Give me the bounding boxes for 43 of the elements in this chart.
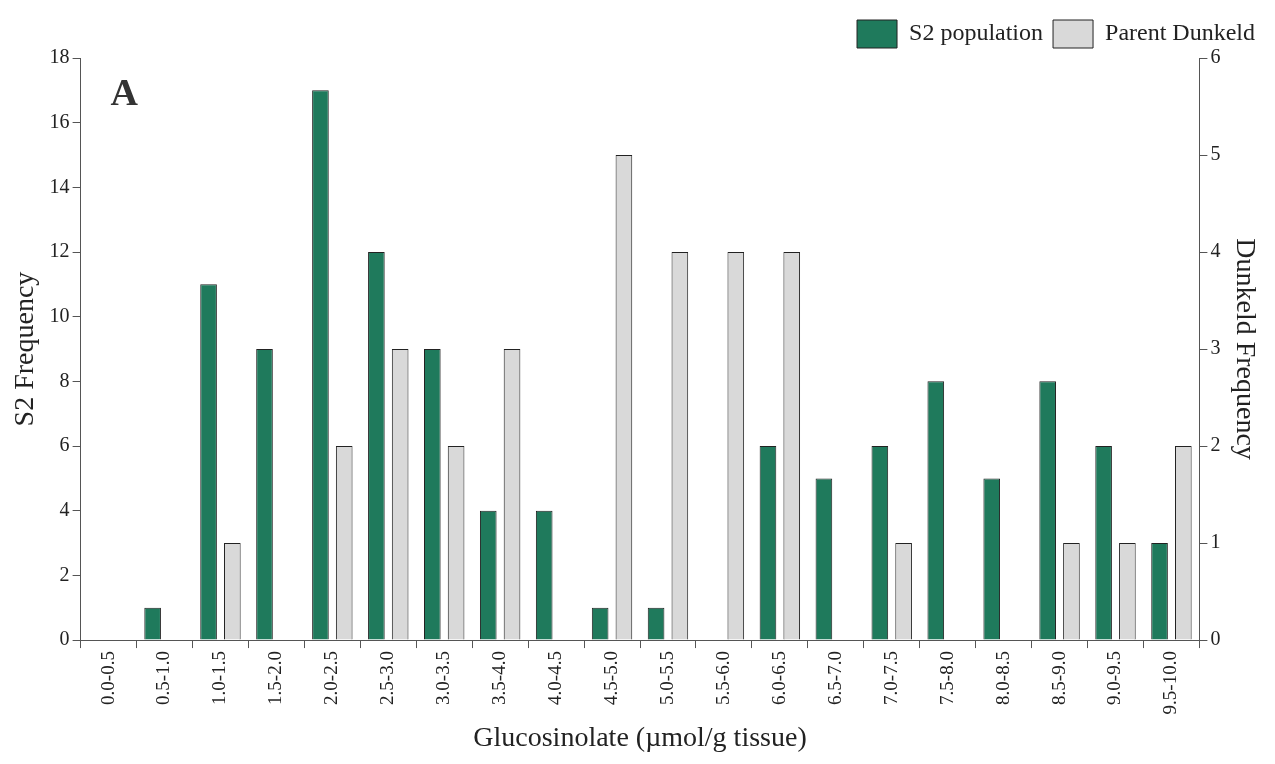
y2-axis-title: Dunkeld Frequency — [1230, 238, 1262, 460]
x-tick-label: 3.5-4.0 — [488, 651, 510, 705]
legend-label: S2 population — [909, 19, 1044, 46]
y2-tick-label: 0 — [1210, 627, 1221, 650]
x-tick-label: 6.5-7.0 — [823, 651, 845, 705]
y2-tick-label: 2 — [1210, 433, 1221, 456]
y-tick-label: 2 — [59, 562, 70, 585]
y-axis-title: S2 Frequency — [8, 271, 40, 427]
y-tick-label: 8 — [59, 368, 70, 391]
y-tick-label: 14 — [49, 174, 70, 197]
x-tick-label: 5.0-5.5 — [655, 651, 677, 705]
y2-tick-label: 1 — [1210, 530, 1221, 553]
y-tick-label: 18 — [49, 45, 70, 68]
x-tick-label: 0.5-1.0 — [152, 651, 174, 705]
legend-label: Parent Dunkeld — [1105, 19, 1255, 46]
x-tick-label: 9.5-10.0 — [1159, 651, 1181, 715]
y-tick-label: 12 — [49, 239, 70, 262]
y-tick-label: 0 — [59, 627, 70, 650]
x-tick-label: 4.5-5.0 — [600, 651, 622, 705]
y2-tick-label: 3 — [1210, 336, 1221, 359]
x-tick-label: 5.5-6.0 — [711, 651, 733, 705]
y-tick-label: 4 — [59, 497, 70, 520]
x-tick-label: 0.0-0.5 — [96, 651, 118, 705]
x-tick-label: 1.5-2.0 — [264, 651, 286, 705]
y-tick-label: 10 — [49, 303, 70, 326]
x-tick-label: 2.0-2.5 — [320, 651, 342, 705]
x-tick-label: 8.5-9.0 — [1047, 651, 1069, 705]
x-tick-label: 3.0-3.5 — [432, 651, 454, 705]
y-tick-label: 6 — [59, 433, 70, 456]
y-tick-label: 16 — [49, 109, 70, 132]
annotation: A — [110, 70, 139, 113]
x-axis-title: Glucosinolate (µmol/g tissue) — [473, 720, 807, 752]
x-tick-label: 2.5-3.0 — [376, 651, 398, 705]
x-tick-label: 7.0-7.5 — [879, 651, 901, 705]
x-tick-label: 1.0-1.5 — [208, 651, 230, 705]
x-tick-label: 7.5-8.0 — [935, 651, 957, 705]
x-tick-label: 8.0-8.5 — [991, 651, 1013, 705]
x-tick-label: 6.0-6.5 — [767, 651, 789, 705]
x-tick-label: 4.0-4.5 — [544, 651, 566, 705]
y2-tick-label: 4 — [1210, 239, 1221, 262]
y2-tick-label: 5 — [1210, 142, 1221, 165]
y2-tick-label: 6 — [1210, 45, 1221, 68]
x-tick-label: 9.0-9.5 — [1103, 651, 1125, 705]
